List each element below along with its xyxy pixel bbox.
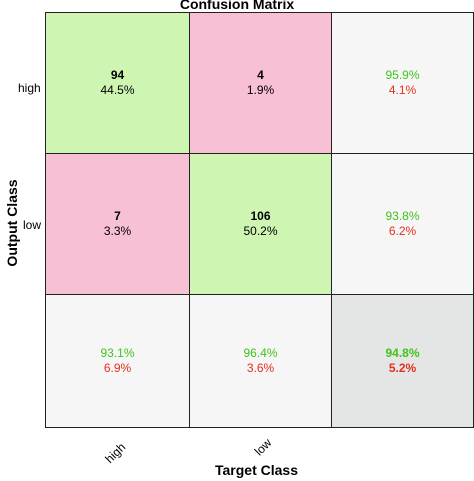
overall-correct: 94.8%: [385, 346, 420, 360]
col-summary-correct: 96.4%: [243, 346, 278, 360]
col-summary-correct: 93.1%: [100, 346, 135, 360]
cell-low-low: 106 50.2%: [189, 153, 332, 295]
col-summary-wrong: 6.9%: [103, 361, 132, 375]
cell-percent: 1.9%: [246, 83, 275, 97]
row-summary-high: 95.9% 4.1%: [331, 12, 474, 154]
cell-count: 94: [110, 68, 125, 82]
cell-percent: 3.3%: [103, 224, 132, 238]
chart-title: Confusion Matrix: [179, 0, 295, 12]
col-summary-high: 93.1% 6.9%: [45, 294, 190, 428]
cell-low-high: 7 3.3%: [45, 153, 190, 295]
row-summary-low: 93.8% 6.2%: [331, 153, 474, 295]
col-summary-low: 96.4% 3.6%: [189, 294, 332, 428]
row-summary-wrong: 6.2%: [388, 224, 417, 238]
row-summary-correct: 95.9%: [385, 68, 420, 82]
cell-percent: 50.2%: [243, 224, 278, 238]
cell-count: 106: [250, 209, 271, 223]
y-tick-low: low: [23, 218, 42, 232]
cell-high-high: 94 44.5%: [45, 12, 190, 154]
cell-count: 4: [257, 68, 264, 82]
x-tick-high: high: [102, 440, 129, 466]
x-tick-low: low: [251, 435, 275, 459]
overall-accuracy: 94.8% 5.2%: [331, 294, 474, 428]
x-axis-label: Target Class: [215, 462, 298, 478]
cell-percent: 44.5%: [100, 83, 135, 97]
row-summary-correct: 93.8%: [385, 209, 420, 223]
cell-count: 7: [114, 209, 121, 223]
overall-wrong: 5.2%: [388, 361, 417, 375]
col-summary-wrong: 3.6%: [246, 361, 275, 375]
y-tick-high: high: [18, 81, 41, 95]
row-summary-wrong: 4.1%: [388, 83, 417, 97]
cell-high-low: 4 1.9%: [189, 12, 332, 154]
y-axis-label: Output Class: [4, 179, 20, 267]
